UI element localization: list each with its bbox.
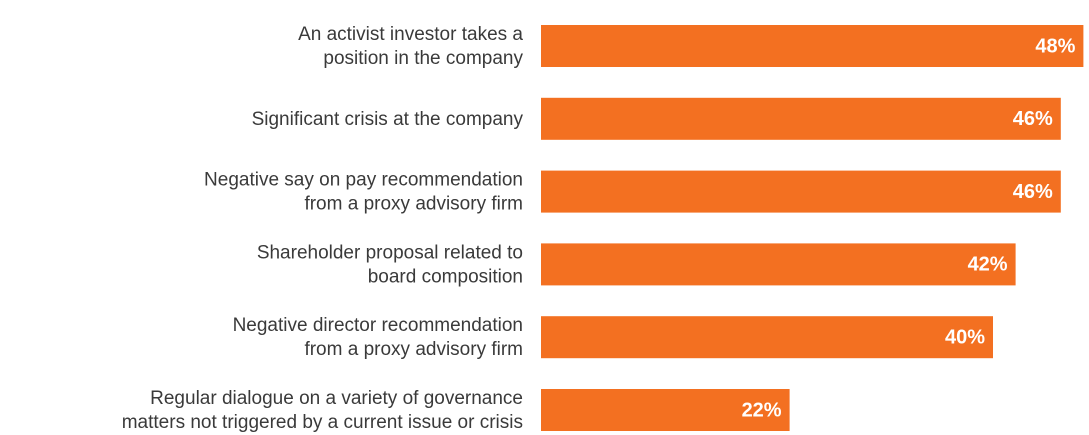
category-label: Significant crisis at the company [252,109,524,130]
value-label: 42% [968,254,1008,276]
category-label: from a proxy advisory firm [304,194,523,215]
bar [541,243,1016,286]
bar [541,25,1084,67]
value-label: 46% [1013,181,1053,203]
bar [541,97,1061,140]
category-label: Negative say on pay recommendation [204,170,523,191]
category-label: from a proxy advisory firm [304,339,523,360]
value-label: 46% [1013,108,1053,130]
category-label: board composition [368,266,523,287]
category-label: An activist investor takes a [298,24,523,45]
bar [541,316,993,359]
category-label: position in the company [323,48,523,69]
category-label: Negative director recommendation [233,315,523,336]
value-label: 40% [945,326,985,348]
category-label: matters not triggered by a current issue… [122,412,523,433]
value-label: 22% [742,399,782,421]
bar [541,170,1061,213]
value-label: 48% [1035,35,1075,57]
bar [541,389,790,431]
category-label: Shareholder proposal related to [257,242,523,263]
category-label: Regular dialogue on a variety of governa… [150,388,523,409]
